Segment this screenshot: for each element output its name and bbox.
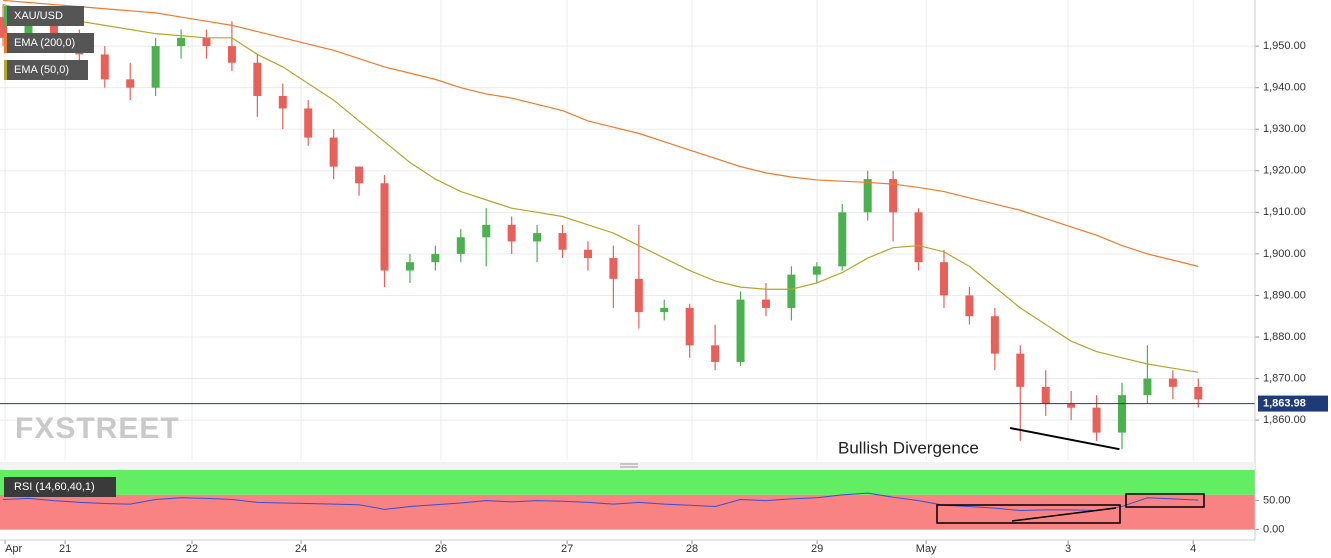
candle-body [405, 262, 414, 271]
candle-body [583, 249, 592, 259]
annotation-line [1009, 427, 1120, 451]
legend-swatch [4, 33, 7, 53]
rsi-band [0, 494, 1255, 530]
y-tick-label: 1,940.00 [1263, 82, 1306, 94]
price-tag [1258, 395, 1328, 412]
ema-line [3, 0, 1199, 267]
annotation: Bullish Divergence [838, 438, 979, 457]
x-tick-label: 26 [435, 543, 447, 555]
candle-body [1168, 378, 1177, 387]
candle-body [202, 37, 211, 47]
y-tick-label: 1,870.00 [1263, 372, 1306, 384]
candle-body [609, 258, 618, 279]
y-tick-label: 1,880.00 [1263, 331, 1306, 343]
candle-body [1016, 353, 1025, 387]
y-tick-label: 1,890.00 [1263, 289, 1306, 301]
x-tick-label: 3 [1065, 543, 1071, 555]
drawing-box [936, 504, 1121, 524]
rsi-line [3, 492, 1199, 511]
candle-body [1067, 403, 1076, 408]
x-tick-label: Apr [5, 543, 22, 555]
candle-body [329, 137, 338, 167]
x-tick-label: May [916, 543, 937, 555]
x-tick-label: 21 [59, 543, 71, 555]
x-tick-label: 4 [1190, 543, 1196, 555]
x-tick-label: 28 [686, 543, 698, 555]
candle-body [0, 17, 8, 38]
y-tick-label: 1,950.00 [1263, 40, 1306, 52]
candle-body [863, 179, 872, 213]
legend-label: EMA (50,0) [14, 64, 69, 76]
y-tick-label: 0.00 [1263, 523, 1284, 535]
legend-label: EMA (200,0) [14, 37, 75, 49]
candle-body [660, 307, 669, 313]
candle-body [838, 212, 847, 267]
y-tick-label: 1,900.00 [1263, 248, 1306, 260]
pane-divider [0, 462, 1255, 469]
y-tick-label: 1,920.00 [1263, 165, 1306, 177]
candle-body [24, 25, 33, 38]
candle-body [558, 233, 567, 250]
candle-body [736, 299, 745, 362]
candle-body [355, 166, 364, 184]
candle-body [253, 62, 262, 96]
y-tick-label: 1,910.00 [1263, 206, 1306, 218]
candle-body [456, 237, 465, 254]
candle-body [685, 307, 694, 346]
legend-box [4, 6, 84, 26]
candle-body [278, 95, 287, 109]
candle-body [380, 183, 389, 271]
watermark: FXSTREET [15, 412, 180, 445]
candle-body [151, 46, 160, 88]
legend-box [4, 33, 94, 53]
candle-body [634, 278, 643, 313]
candle-body [1117, 395, 1126, 433]
candle-body [507, 224, 516, 242]
x-tick-label: 22 [186, 543, 198, 555]
x-tick-label: 29 [811, 543, 823, 555]
candle-body [761, 299, 770, 308]
legend-swatch [4, 60, 7, 80]
rsi-label-box [4, 477, 116, 497]
candle-body [711, 345, 720, 362]
legend-label: XAU/USD [14, 10, 63, 22]
y-tick-label: 1,860.00 [1263, 414, 1306, 426]
candle-body [482, 224, 491, 238]
candle-body [787, 274, 796, 308]
candle-body [1143, 378, 1152, 396]
rsi-label: RSI (14,60,40,1) [14, 481, 95, 493]
candle-body [889, 179, 898, 213]
legend: XAU/USD EMA (200,0) EMA (50,0) [4, 6, 94, 80]
candle-body [1041, 386, 1050, 404]
drawing-box [1125, 493, 1205, 508]
x-tick-label: 24 [295, 543, 307, 555]
candle-body [812, 266, 821, 275]
drawing-line [1011, 507, 1117, 522]
candle-body [990, 316, 999, 354]
legend-box [4, 60, 88, 80]
legend-swatch [4, 6, 7, 26]
candle-body [431, 253, 440, 263]
price-tag-label: 1,863.98 [1263, 397, 1306, 409]
candle-body [177, 37, 186, 47]
candle-body [100, 54, 109, 80]
candle-body [1092, 407, 1101, 433]
x-tick-label: 27 [561, 543, 573, 555]
rsi-band [0, 470, 1255, 495]
candle-body [1194, 386, 1203, 400]
candle-body [533, 233, 542, 242]
y-tick-label: 1,930.00 [1263, 123, 1306, 135]
y-tick-label: 50.00 [1263, 495, 1291, 507]
candle-body [227, 46, 236, 63]
candle-body [965, 295, 974, 317]
candle-body [126, 79, 135, 88]
ema-line [2, 3, 1199, 373]
candle-body [939, 262, 948, 296]
candle-body [914, 212, 923, 263]
candle-body [304, 108, 313, 138]
